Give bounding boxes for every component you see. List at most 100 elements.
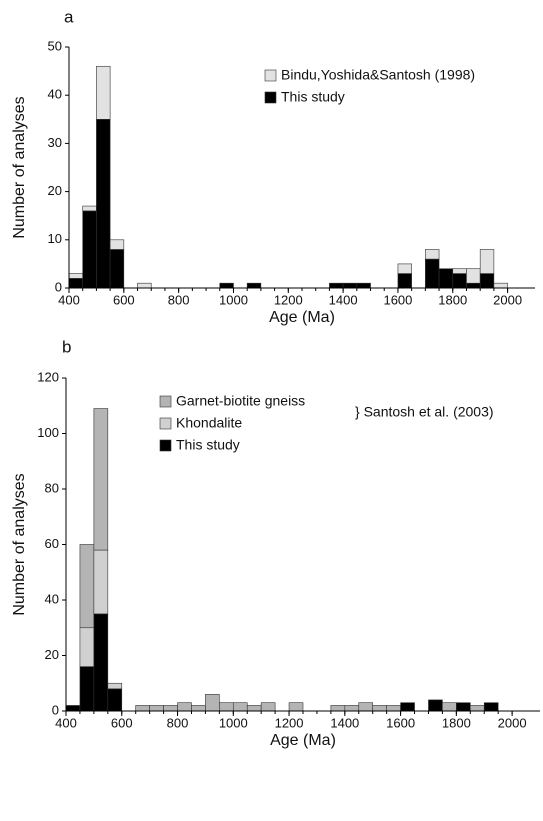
x-tick-label: 1200 [275,715,304,730]
y-tick-label: 80 [45,480,59,495]
bar [356,282,371,289]
legend-label: This study [176,437,240,453]
y-tick-label: 0 [55,279,62,294]
bar [479,249,495,274]
x-axis-label: Age (Ma) [270,732,336,749]
bar [288,702,304,712]
legend-swatch [159,439,172,452]
legend-label: Bindu,Yoshida&Santosh (1998) [281,67,475,83]
bar [246,282,262,289]
x-tick-label: 1000 [219,715,248,730]
legend-label: Khondalite [176,415,242,431]
y-tick-label: 20 [48,183,62,198]
bar [82,205,97,212]
bar [137,282,152,289]
bar [342,282,358,289]
x-tick-label: 1800 [438,292,467,307]
annotation: } Santosh et al. (2003) [355,404,494,420]
y-tick-label: 120 [37,369,59,384]
panel-label: b [62,337,71,356]
bar [219,702,234,712]
panel-label: a [64,7,74,26]
x-tick-label: 400 [55,715,77,730]
bar [428,699,443,712]
bar [163,705,178,712]
bar [177,702,192,712]
bar [65,705,81,712]
x-tick-label: 600 [111,715,133,730]
bar [438,268,454,289]
bar [93,613,109,712]
bar [219,282,234,289]
bar [149,705,164,712]
legend-swatch [159,395,172,408]
y-tick-label: 40 [48,87,62,102]
chart-panel: b 0 20 40 60 80 100 120 400 600 800 1000 1200 1400 160… [11,337,540,749]
x-tick-label: 400 [58,292,80,307]
legend-swatch [264,91,277,104]
bar [107,688,123,712]
bar [79,666,95,712]
bar [493,282,508,289]
bar [68,278,84,289]
y-axis-label: Number of analyses [11,473,28,615]
legend-label: Garnet-biotite gneiss [176,393,305,409]
bar [425,258,440,289]
x-tick-label: 1400 [330,715,359,730]
bar [82,210,97,289]
bar [452,273,467,289]
bar [79,627,95,667]
y-tick-label: 20 [45,647,59,662]
bar [329,282,344,289]
bar [68,273,84,279]
bar [330,705,346,712]
bar [232,702,248,712]
bar [358,702,374,712]
bar [79,544,95,629]
bar [397,263,412,274]
y-tick-label: 60 [45,536,59,551]
x-tick-label: 1400 [329,292,358,307]
bar [466,268,481,284]
legend-swatch [264,69,277,82]
bar [483,702,499,712]
bar [456,702,471,712]
y-tick-label: 40 [45,591,59,606]
x-tick-label: 800 [167,715,189,730]
bar [96,65,111,120]
y-tick-label: 10 [48,231,62,246]
bar [135,705,150,712]
x-tick-label: 1800 [442,715,471,730]
x-tick-label: 1200 [274,292,303,307]
bar [107,682,123,690]
y-axis-label: Number of analyses [11,96,28,238]
x-tick-label: 1600 [383,292,412,307]
x-tick-label: 600 [113,292,135,307]
bar [397,273,412,289]
bar [109,249,125,289]
x-tick-label: 1600 [386,715,415,730]
bar [191,705,206,712]
bar [400,702,415,712]
chart-panel: a 0 10 20 30 40 50 400 600 800 1000 1200 1400 1600 180… [11,7,535,326]
bar [466,282,481,289]
bar [386,705,401,712]
x-tick-label: 800 [168,292,190,307]
y-tick-label: 0 [52,702,59,717]
bar [344,705,360,712]
y-tick-label: 30 [48,135,62,150]
bar [260,702,276,712]
x-tick-label: 1000 [219,292,248,307]
bar [205,694,220,712]
bar [469,705,485,712]
y-tick-label: 50 [48,38,62,53]
y-tick-label: 100 [37,425,59,440]
bar [109,239,125,250]
bar [372,705,387,712]
bar [425,249,440,260]
bar [452,268,467,274]
bar [96,119,111,289]
x-axis-label: Age (Ma) [269,309,335,326]
bar [246,705,262,712]
